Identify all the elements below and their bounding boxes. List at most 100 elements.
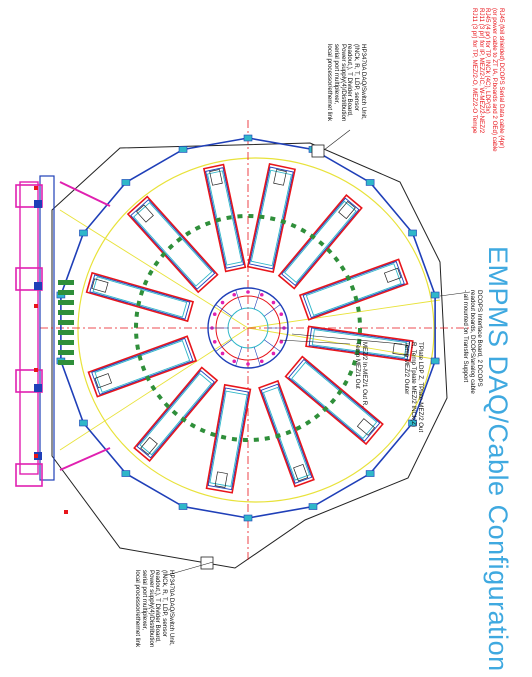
leader-daq-bottom xyxy=(163,561,214,577)
chamber-connector xyxy=(178,146,188,153)
support-rack xyxy=(58,320,74,325)
support-rack xyxy=(58,290,74,295)
support-rack xyxy=(58,300,74,305)
hub-spoke xyxy=(264,339,281,352)
chamber-connector xyxy=(121,470,131,477)
chamber-outline xyxy=(209,390,248,487)
chamber-box xyxy=(392,343,409,356)
annotation-leaders xyxy=(163,129,471,577)
daq-unit-top-line: serial port multiplexer, xyxy=(332,44,340,105)
hub-marker xyxy=(279,312,284,317)
leader-mez xyxy=(279,339,351,345)
chamber-box xyxy=(383,267,402,283)
tplate-note: TPlate LDP Z, TPlate-MEZ/2 Out R, Temp T… xyxy=(403,342,424,433)
chamber-outline xyxy=(130,199,216,290)
red-marker xyxy=(34,304,38,308)
chamber-connector xyxy=(365,179,375,186)
cable-legend-line: RJ11 (3 pr) for TP, MEZ/2-O, MEZ/2-O Tem… xyxy=(470,8,478,134)
hub-marker xyxy=(232,292,237,297)
mez-note: MEZ/2 In-MEZ/1 Out R, Temp MEZ/1 Out xyxy=(353,342,368,407)
chamber-box xyxy=(338,200,356,220)
tplate-note-line: R, Temp Tplate MEZ/2 INCk(Z) xyxy=(410,342,418,428)
central-hub xyxy=(207,287,289,369)
daq-unit-top-line: local processor/ethernet link xyxy=(325,44,333,122)
cable-legend-line: RJ45 (foil shielded) DCOPS Serial Data c… xyxy=(498,8,505,149)
cable-legend: RJ45 (foil shielded) DCOPS Serial Data c… xyxy=(470,8,505,152)
dcops-note-line: readout boards, DCOPS/analog cable xyxy=(469,290,477,394)
support-block xyxy=(34,282,42,290)
chamber-outline xyxy=(207,387,250,491)
chamber-box xyxy=(293,463,309,482)
left-support-structure xyxy=(15,175,111,514)
support-rack xyxy=(58,340,74,345)
red-marker xyxy=(34,454,38,458)
hub-marker xyxy=(212,312,217,317)
hub-marker xyxy=(259,292,264,297)
daq-unit-bottom-line: (INCk, R, T, LDP, sensor xyxy=(161,570,169,637)
hub-marker xyxy=(279,339,284,344)
chamber-box xyxy=(91,278,109,293)
dcops-note-line: - all mounted on Transfer Support xyxy=(462,290,470,383)
daq-unit-top-line: HP3470A DAQ/Switch Unit, xyxy=(360,44,367,120)
chamber-outline xyxy=(205,383,252,494)
daq-unit-top-line: Power supply(4)/Distribution xyxy=(339,44,347,122)
chamber-connector xyxy=(243,514,253,522)
chamber-box xyxy=(273,169,287,186)
chamber-outline xyxy=(85,271,195,323)
hub-marker xyxy=(246,362,250,366)
cable-legend-line: (or power cable to ZT IA, P.boards and 2… xyxy=(491,8,499,152)
daq-unit-bottom-line: Power supply(4)/Distribution xyxy=(147,570,155,648)
chamber-tray xyxy=(205,383,252,494)
mez-note-line: MEZ/2 In-MEZ/1 Out R, xyxy=(361,342,368,407)
hub-spoke xyxy=(253,346,261,367)
support-rack xyxy=(58,330,74,335)
tplate-note-line: TPlate LDP Z, TPlate-MEZ/2 Out xyxy=(417,342,424,433)
daq-unit-bottom-line: serial port multiplexer, xyxy=(140,570,148,631)
support-foot xyxy=(15,184,43,208)
hub-marker xyxy=(271,351,276,356)
chamber-box xyxy=(356,418,376,436)
chamber-connector xyxy=(408,419,417,427)
chamber-box xyxy=(209,169,223,186)
chamber-tray xyxy=(126,195,219,294)
support-foot xyxy=(15,463,43,487)
yellow-cable-line xyxy=(59,209,249,329)
hub-spoke xyxy=(215,304,232,317)
hub-spoke xyxy=(235,346,243,367)
hub-spoke xyxy=(253,289,261,310)
red-marker xyxy=(64,510,68,514)
chamber-connector xyxy=(79,419,88,427)
chamber-connector xyxy=(408,229,417,237)
dcops-interface-note: DCOPS Interface Board, 2 DCOPS readout b… xyxy=(462,290,483,394)
chamber-outline xyxy=(133,202,213,287)
hub-marker xyxy=(271,300,276,305)
dcops-note-line: DCOPS Interface Board, 2 DCOPS xyxy=(476,290,483,387)
support-beam xyxy=(19,181,39,475)
page-title: EMPMS DAQ/Cable Configuration xyxy=(483,246,513,672)
daq-unit-top-note: HP3470A DAQ/Switch Unit, (INCk, R, T, LD… xyxy=(325,44,367,122)
chamber-connector xyxy=(308,503,318,510)
yellow-loop xyxy=(77,157,435,503)
chamber-box xyxy=(136,204,154,223)
tplate-note-line: Temp MEZ/2 Outer xyxy=(403,342,411,395)
dashed-green-circle xyxy=(134,214,362,442)
chamber-connector xyxy=(430,357,440,365)
chamber-outline xyxy=(202,163,247,273)
hub-marker xyxy=(220,351,225,356)
hub-marker xyxy=(220,300,225,305)
daq-unit-bottom-note: HP3470A DAQ/Switch Unit, (INCk, R, T, LD… xyxy=(133,570,175,648)
hub-marker xyxy=(232,359,237,364)
hub-marker xyxy=(212,339,217,344)
chamber-connector xyxy=(121,179,131,186)
leader-dcops xyxy=(439,291,471,297)
support-rack xyxy=(58,280,74,285)
daq-unit-top-line: readout,), T Divider Board, xyxy=(346,44,354,117)
support-strut xyxy=(59,447,111,471)
mez-note-line: Temp MEZ/1 Out xyxy=(354,342,362,389)
chamber-connector xyxy=(79,229,88,237)
chamber-connector xyxy=(430,291,440,299)
daq-unit-bottom-line: readout,), T Divider Board, xyxy=(154,570,162,643)
leader-daq-top xyxy=(323,129,351,151)
support-foot xyxy=(15,369,43,393)
leader-tplate xyxy=(291,333,403,345)
